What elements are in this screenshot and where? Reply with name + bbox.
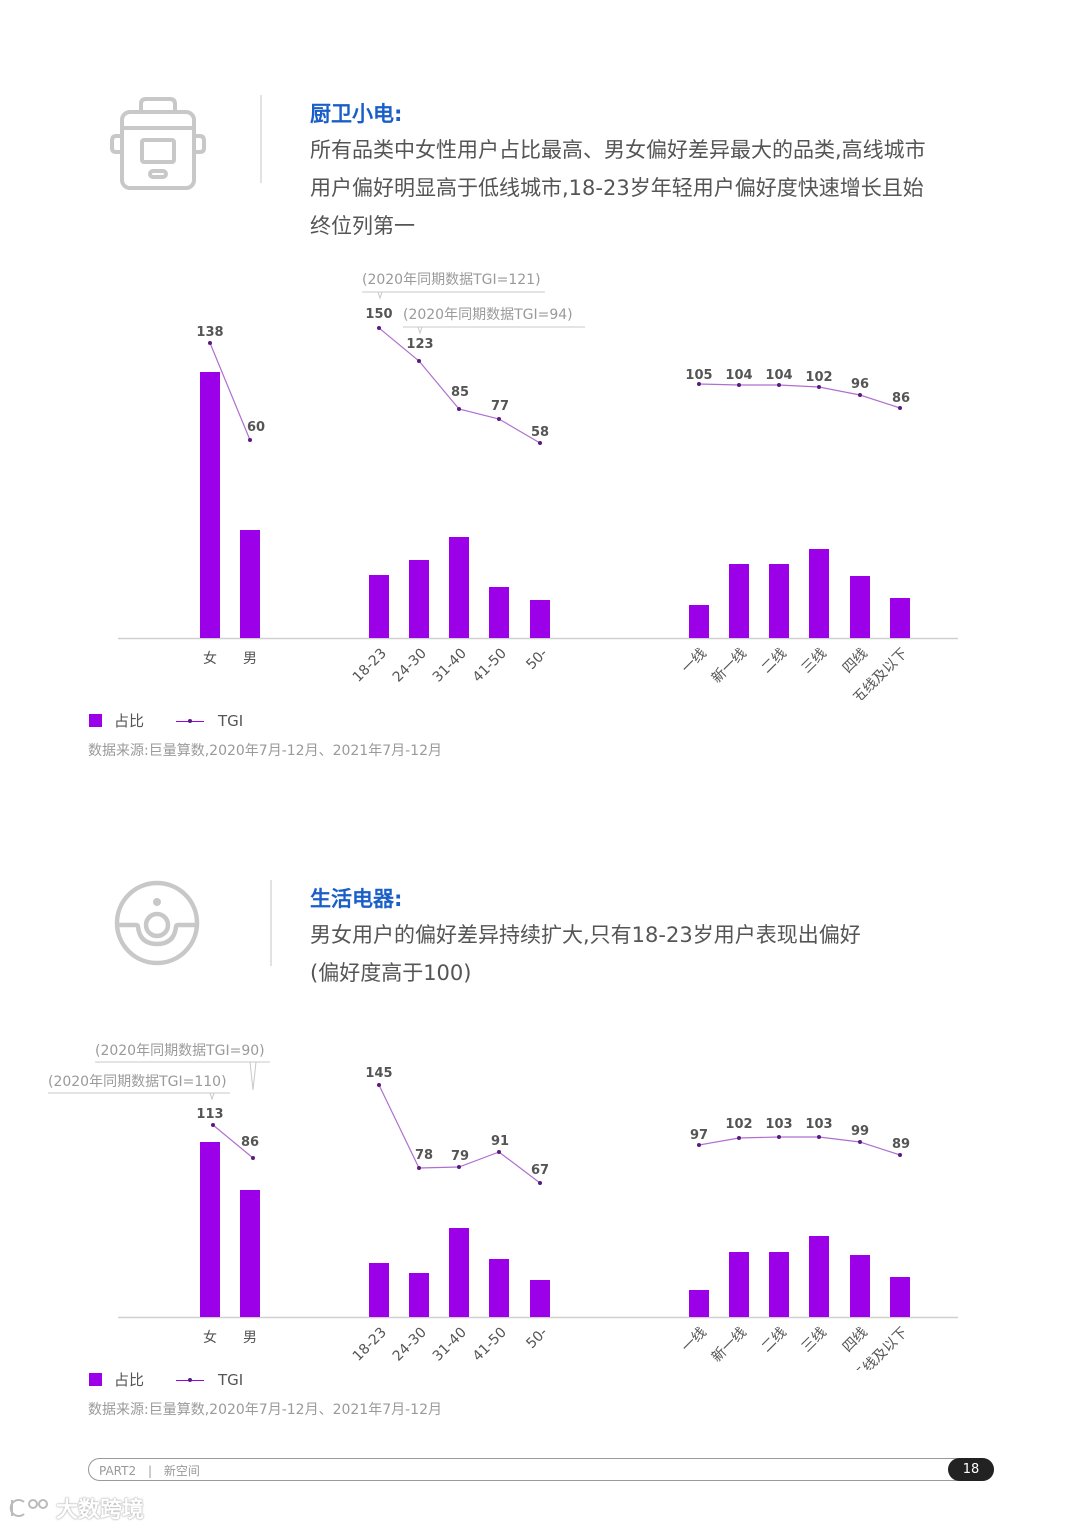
svg-text:三线: 三线 xyxy=(799,646,830,677)
legend-bar-swatch xyxy=(89,1373,102,1386)
svg-text:女: 女 xyxy=(203,650,217,667)
annotation-2020-tgi: (2020年同期数据TGI=90) (2020年同期数据TGI=110) xyxy=(48,1043,270,1101)
svg-text:138: 138 xyxy=(196,325,223,340)
watermark-logo-icon xyxy=(9,1499,48,1517)
svg-text:50-: 50- xyxy=(523,646,550,673)
svg-text:103: 103 xyxy=(805,1117,832,1132)
section-title: 生活电器: xyxy=(310,887,403,911)
rice-cooker-icon xyxy=(110,97,206,190)
chart-home-appliances: (2020年同期数据TGI=90) (2020年同期数据TGI=110) 113… xyxy=(48,1043,958,1370)
svg-text:31-40: 31-40 xyxy=(430,646,470,686)
data-source: 数据来源:巨量算数,2020年7月-12月、2021年7月-12月 xyxy=(88,1402,442,1418)
svg-text:男: 男 xyxy=(243,651,257,667)
svg-text:85: 85 xyxy=(451,385,469,400)
svg-text:67: 67 xyxy=(531,1163,549,1178)
svg-text:103: 103 xyxy=(765,1117,792,1132)
svg-text:18-23: 18-23 xyxy=(350,646,390,686)
svg-text:四线: 四线 xyxy=(840,1325,871,1356)
svg-text:96: 96 xyxy=(851,377,869,392)
svg-text:女: 女 xyxy=(203,1329,217,1346)
svg-text:(2020年同期数据TGI=90): (2020年同期数据TGI=90) xyxy=(95,1043,265,1059)
footer-section: 新空间 xyxy=(163,1464,200,1478)
svg-text:(2020年同期数据TGI=121): (2020年同期数据TGI=121) xyxy=(362,272,541,288)
tgi-lines xyxy=(209,327,901,444)
svg-text:18-23: 18-23 xyxy=(350,1325,390,1365)
svg-text:102: 102 xyxy=(725,1117,752,1132)
svg-text:104: 104 xyxy=(725,368,752,383)
page-number: 18 xyxy=(948,1458,994,1481)
share-bars xyxy=(200,1142,910,1317)
svg-text:91: 91 xyxy=(491,1134,509,1149)
svg-text:男: 男 xyxy=(243,1330,257,1346)
footer-separator: | xyxy=(147,1464,152,1478)
tgi-points xyxy=(208,326,902,445)
svg-text:24-30: 24-30 xyxy=(390,1325,430,1365)
x-tick-labels: 女 男 18-23 24-30 31-40 41-50 50- 一线 新一线 二… xyxy=(203,1325,911,1370)
svg-text:50-: 50- xyxy=(523,1325,550,1352)
svg-text:123: 123 xyxy=(406,337,433,352)
chart-legend: 占比 TGI xyxy=(89,710,243,731)
svg-text:102: 102 xyxy=(805,370,832,385)
svg-text:41-50: 41-50 xyxy=(470,646,510,686)
section-title: 厨卫小电: xyxy=(310,102,403,126)
svg-text:(2020年同期数据TGI=110): (2020年同期数据TGI=110) xyxy=(48,1074,227,1090)
page-footer: PART2 | 新空间 18 xyxy=(88,1458,994,1481)
robot-vacuum-icon xyxy=(114,880,200,966)
svg-text:新一线: 新一线 xyxy=(709,646,750,687)
svg-text:一线: 一线 xyxy=(679,1325,710,1356)
chart-legend: 占比 TGI xyxy=(89,1369,243,1390)
svg-text:77: 77 xyxy=(491,399,509,414)
section-divider xyxy=(260,95,262,183)
section-description: 所有品类中女性用户占比最高、男女偏好差异最大的品类,高线城市 用户偏好明显高于低… xyxy=(310,138,926,238)
svg-text:86: 86 xyxy=(241,1135,259,1150)
svg-text:99: 99 xyxy=(851,1124,869,1139)
tgi-labels: 113 86 145 78 79 91 67 97 102 103 103 99… xyxy=(196,1066,910,1178)
svg-text:104: 104 xyxy=(765,368,792,383)
watermark: 大数跨境 xyxy=(8,1492,144,1524)
svg-text:(2020年同期数据TGI=94): (2020年同期数据TGI=94) xyxy=(403,307,573,323)
x-tick-labels: 女 男 18-23 24-30 31-40 41-50 50- 一线 新一线 二… xyxy=(203,646,911,700)
svg-text:60: 60 xyxy=(247,420,265,435)
svg-text:78: 78 xyxy=(415,1148,433,1163)
svg-text:145: 145 xyxy=(365,1066,392,1081)
svg-text:58: 58 xyxy=(531,425,549,440)
svg-text:97: 97 xyxy=(690,1128,708,1143)
svg-text:41-50: 41-50 xyxy=(470,1325,510,1365)
svg-text:105: 105 xyxy=(685,368,712,383)
svg-text:113: 113 xyxy=(196,1107,223,1122)
chart-kitchen-appliances: (2020年同期数据TGI=121) (2020年同期数据TGI=94) 138… xyxy=(118,272,958,700)
svg-text:89: 89 xyxy=(892,1137,910,1152)
svg-text:一线: 一线 xyxy=(679,646,710,677)
svg-text:四线: 四线 xyxy=(840,646,871,677)
share-bars xyxy=(200,372,910,638)
tgi-points xyxy=(211,1083,902,1185)
svg-text:150: 150 xyxy=(365,307,392,322)
tgi-lines xyxy=(212,1084,901,1184)
svg-text:新一线: 新一线 xyxy=(709,1325,750,1366)
data-source: 数据来源:巨量算数,2020年7月-12月、2021年7月-12月 xyxy=(88,743,442,759)
legend-line-swatch xyxy=(170,1374,210,1386)
section-divider xyxy=(270,880,272,966)
svg-text:31-40: 31-40 xyxy=(430,1325,470,1365)
legend-bar-swatch xyxy=(89,714,102,727)
svg-text:二线: 二线 xyxy=(759,646,790,677)
section-description: 男女用户的偏好差异持续扩大,只有18-23岁用户表现出偏好 (偏好度高于100) xyxy=(310,923,861,985)
tgi-labels: 138 60 150 123 85 77 58 105 104 104 102 … xyxy=(196,307,910,440)
svg-text:86: 86 xyxy=(892,391,910,406)
annotation-2020-tgi: (2020年同期数据TGI=121) (2020年同期数据TGI=94) xyxy=(362,272,585,335)
svg-text:二线: 二线 xyxy=(759,1325,790,1356)
svg-text:三线: 三线 xyxy=(799,1325,830,1356)
svg-text:79: 79 xyxy=(451,1149,469,1164)
legend-line-swatch xyxy=(170,715,210,727)
svg-text:24-30: 24-30 xyxy=(390,646,430,686)
footer-part: PART2 xyxy=(99,1464,137,1478)
